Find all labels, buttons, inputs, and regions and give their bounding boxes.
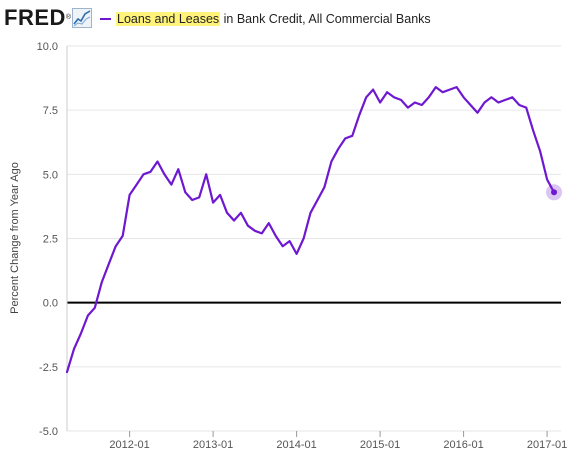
y-tick-label: -5.0 (39, 426, 58, 438)
x-tick-label: 2014-01 (276, 439, 316, 451)
series-line (65, 85, 556, 374)
last-point-marker-group (546, 184, 563, 201)
y-tick-label: 10.0 (37, 41, 58, 53)
x-tick-label: 2013-01 (193, 439, 233, 451)
x-tick-label: 2015-01 (360, 439, 400, 451)
x-tick-label: 2016-01 (443, 439, 483, 451)
registered-mark: ® (65, 14, 72, 21)
line-graph-icon (72, 8, 92, 28)
legend-series-title: in Bank Credit, All Commercial Banks (220, 12, 431, 26)
x-tick-label: 2012-01 (109, 439, 149, 451)
y-tick-label: 7.5 (43, 105, 58, 117)
y-axis-title: Percent Change from Year Ago (9, 162, 21, 314)
x-axis-tick-labels: 2012-01 2013-01 2014-01 2015-01 2016-01 2017-… (109, 439, 567, 451)
fred-logo[interactable]: FRED® (4, 6, 72, 30)
legend-swatch (100, 18, 111, 20)
header: FRED® Loans and Leases in Bank Credit, A… (0, 0, 571, 40)
x-axis-ticks (129, 431, 548, 437)
y-tick-label: 5.0 (43, 169, 58, 181)
gridlines (66, 45, 561, 432)
series-group (65, 85, 556, 374)
y-tick-label: 2.5 (43, 234, 58, 246)
y-axis-tick-labels: -5.0 -2.5 0.0 2.5 5.0 7.5 10.0 (37, 41, 58, 438)
fred-logo-text: FRED (4, 5, 66, 30)
legend-series-highlight[interactable]: Loans and Leases (116, 12, 221, 26)
last-point-marker (551, 189, 558, 196)
y-tick-label: -2.5 (39, 362, 58, 374)
y-tick-label: 0.0 (43, 298, 58, 310)
x-tick-label: 2017-01 (527, 439, 567, 451)
legend: Loans and Leases in Bank Credit, All Com… (100, 10, 431, 28)
